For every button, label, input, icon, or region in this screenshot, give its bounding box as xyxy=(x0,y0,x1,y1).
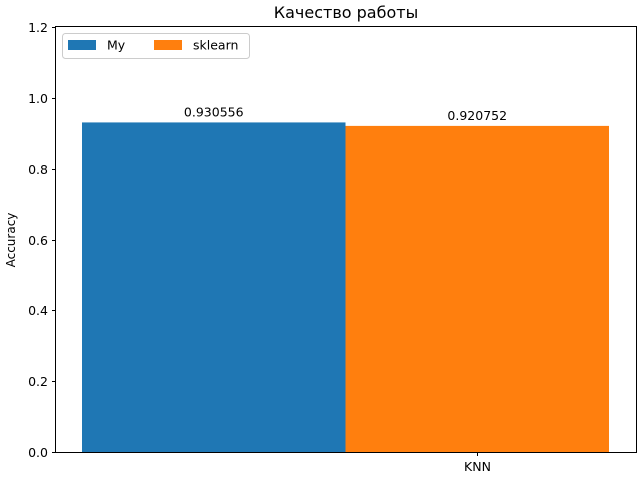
y-tick-label: 0.2 xyxy=(28,374,48,389)
legend: My sklearn xyxy=(62,33,250,59)
x-axis: KNN xyxy=(464,452,491,474)
value-labels-layer: 0.930556 0.920752 xyxy=(184,104,507,122)
bar-my xyxy=(82,122,346,452)
legend-swatch-sklearn xyxy=(154,40,182,50)
bar-value-label-sklearn: 0.920752 xyxy=(447,108,507,123)
y-tick-label: 0.0 xyxy=(28,445,48,460)
y-tick-label: 1.2 xyxy=(28,20,48,35)
plot-frame xyxy=(55,26,637,453)
bars-layer xyxy=(82,122,609,452)
legend-label-sklearn: sklearn xyxy=(193,38,238,53)
y-tick-label: 0.6 xyxy=(28,233,48,248)
y-axis-label: Accuracy xyxy=(4,213,18,268)
x-tick-label: KNN xyxy=(464,459,491,474)
y-tick-label: 0.4 xyxy=(28,303,48,318)
chart-title: Качество работы xyxy=(274,3,418,22)
bar-value-label-my: 0.930556 xyxy=(184,104,244,119)
y-tick-label: 0.8 xyxy=(28,162,48,177)
y-axis: 0.0 0.2 0.4 0.6 0.8 1.0 1.2 xyxy=(28,20,56,460)
y-tick-label: 1.0 xyxy=(28,91,48,106)
legend-swatch-my xyxy=(68,40,96,50)
legend-label-my: My xyxy=(107,38,126,53)
bar-sklearn xyxy=(345,125,609,452)
